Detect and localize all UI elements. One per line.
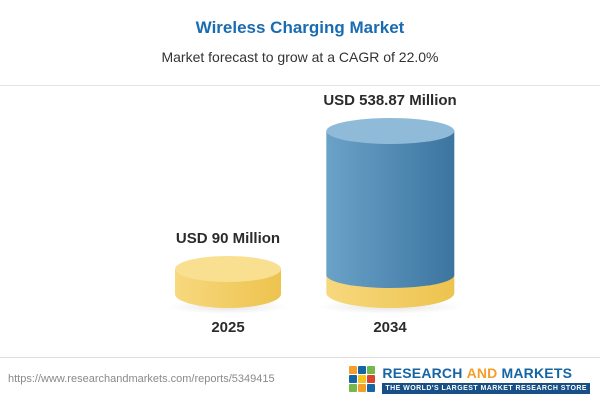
- logo-mark-icon: [349, 366, 376, 392]
- logo-wordmark: RESEARCH AND MARKETS: [382, 365, 590, 381]
- cylinder-bar-2034: [315, 118, 465, 314]
- chart-title: Wireless Charging Market: [195, 18, 405, 37]
- logo-word-markets: MARKETS: [501, 364, 573, 381]
- logo-tagline: THE WORLD'S LARGEST MARKET RESEARCH STOR…: [382, 382, 590, 394]
- axis-label-2034: 2034: [373, 319, 407, 336]
- cylinder-body-2034: [326, 131, 454, 288]
- footer: https://www.researchandmarkets.com/repor…: [0, 357, 600, 400]
- bar-group-2034: USD 538.87 Million 2034: [315, 92, 465, 336]
- header: Wireless Charging Market Market forecast…: [0, 0, 600, 86]
- value-label-2025: USD 90 Million: [175, 230, 281, 247]
- cylinder-top-2025: [175, 256, 281, 282]
- cylinder-bar-2025: [166, 256, 290, 314]
- logo-word-and: AND: [466, 364, 498, 381]
- axis-label-2025: 2025: [211, 319, 245, 336]
- chart-area: USD 90 Million 2025 USD 538.87 Million 2…: [0, 86, 600, 358]
- value-label-2034: USD 538.87 Million: [323, 92, 457, 109]
- report-url[interactable]: https://www.researchandmarkets.com/repor…: [8, 373, 275, 385]
- bar-group-2025: USD 90 Million 2025: [166, 230, 290, 336]
- logo-word-research: RESEARCH: [382, 364, 463, 381]
- logo-text: RESEARCH AND MARKETS THE WORLD'S LARGEST M…: [382, 365, 590, 394]
- chart-subtitle: Market forecast to grow at a CAGR of 22.…: [161, 49, 439, 65]
- cylinder-top-2034: [326, 118, 454, 144]
- research-and-markets-logo: RESEARCH AND MARKETS THE WORLD'S LARGEST M…: [349, 365, 590, 394]
